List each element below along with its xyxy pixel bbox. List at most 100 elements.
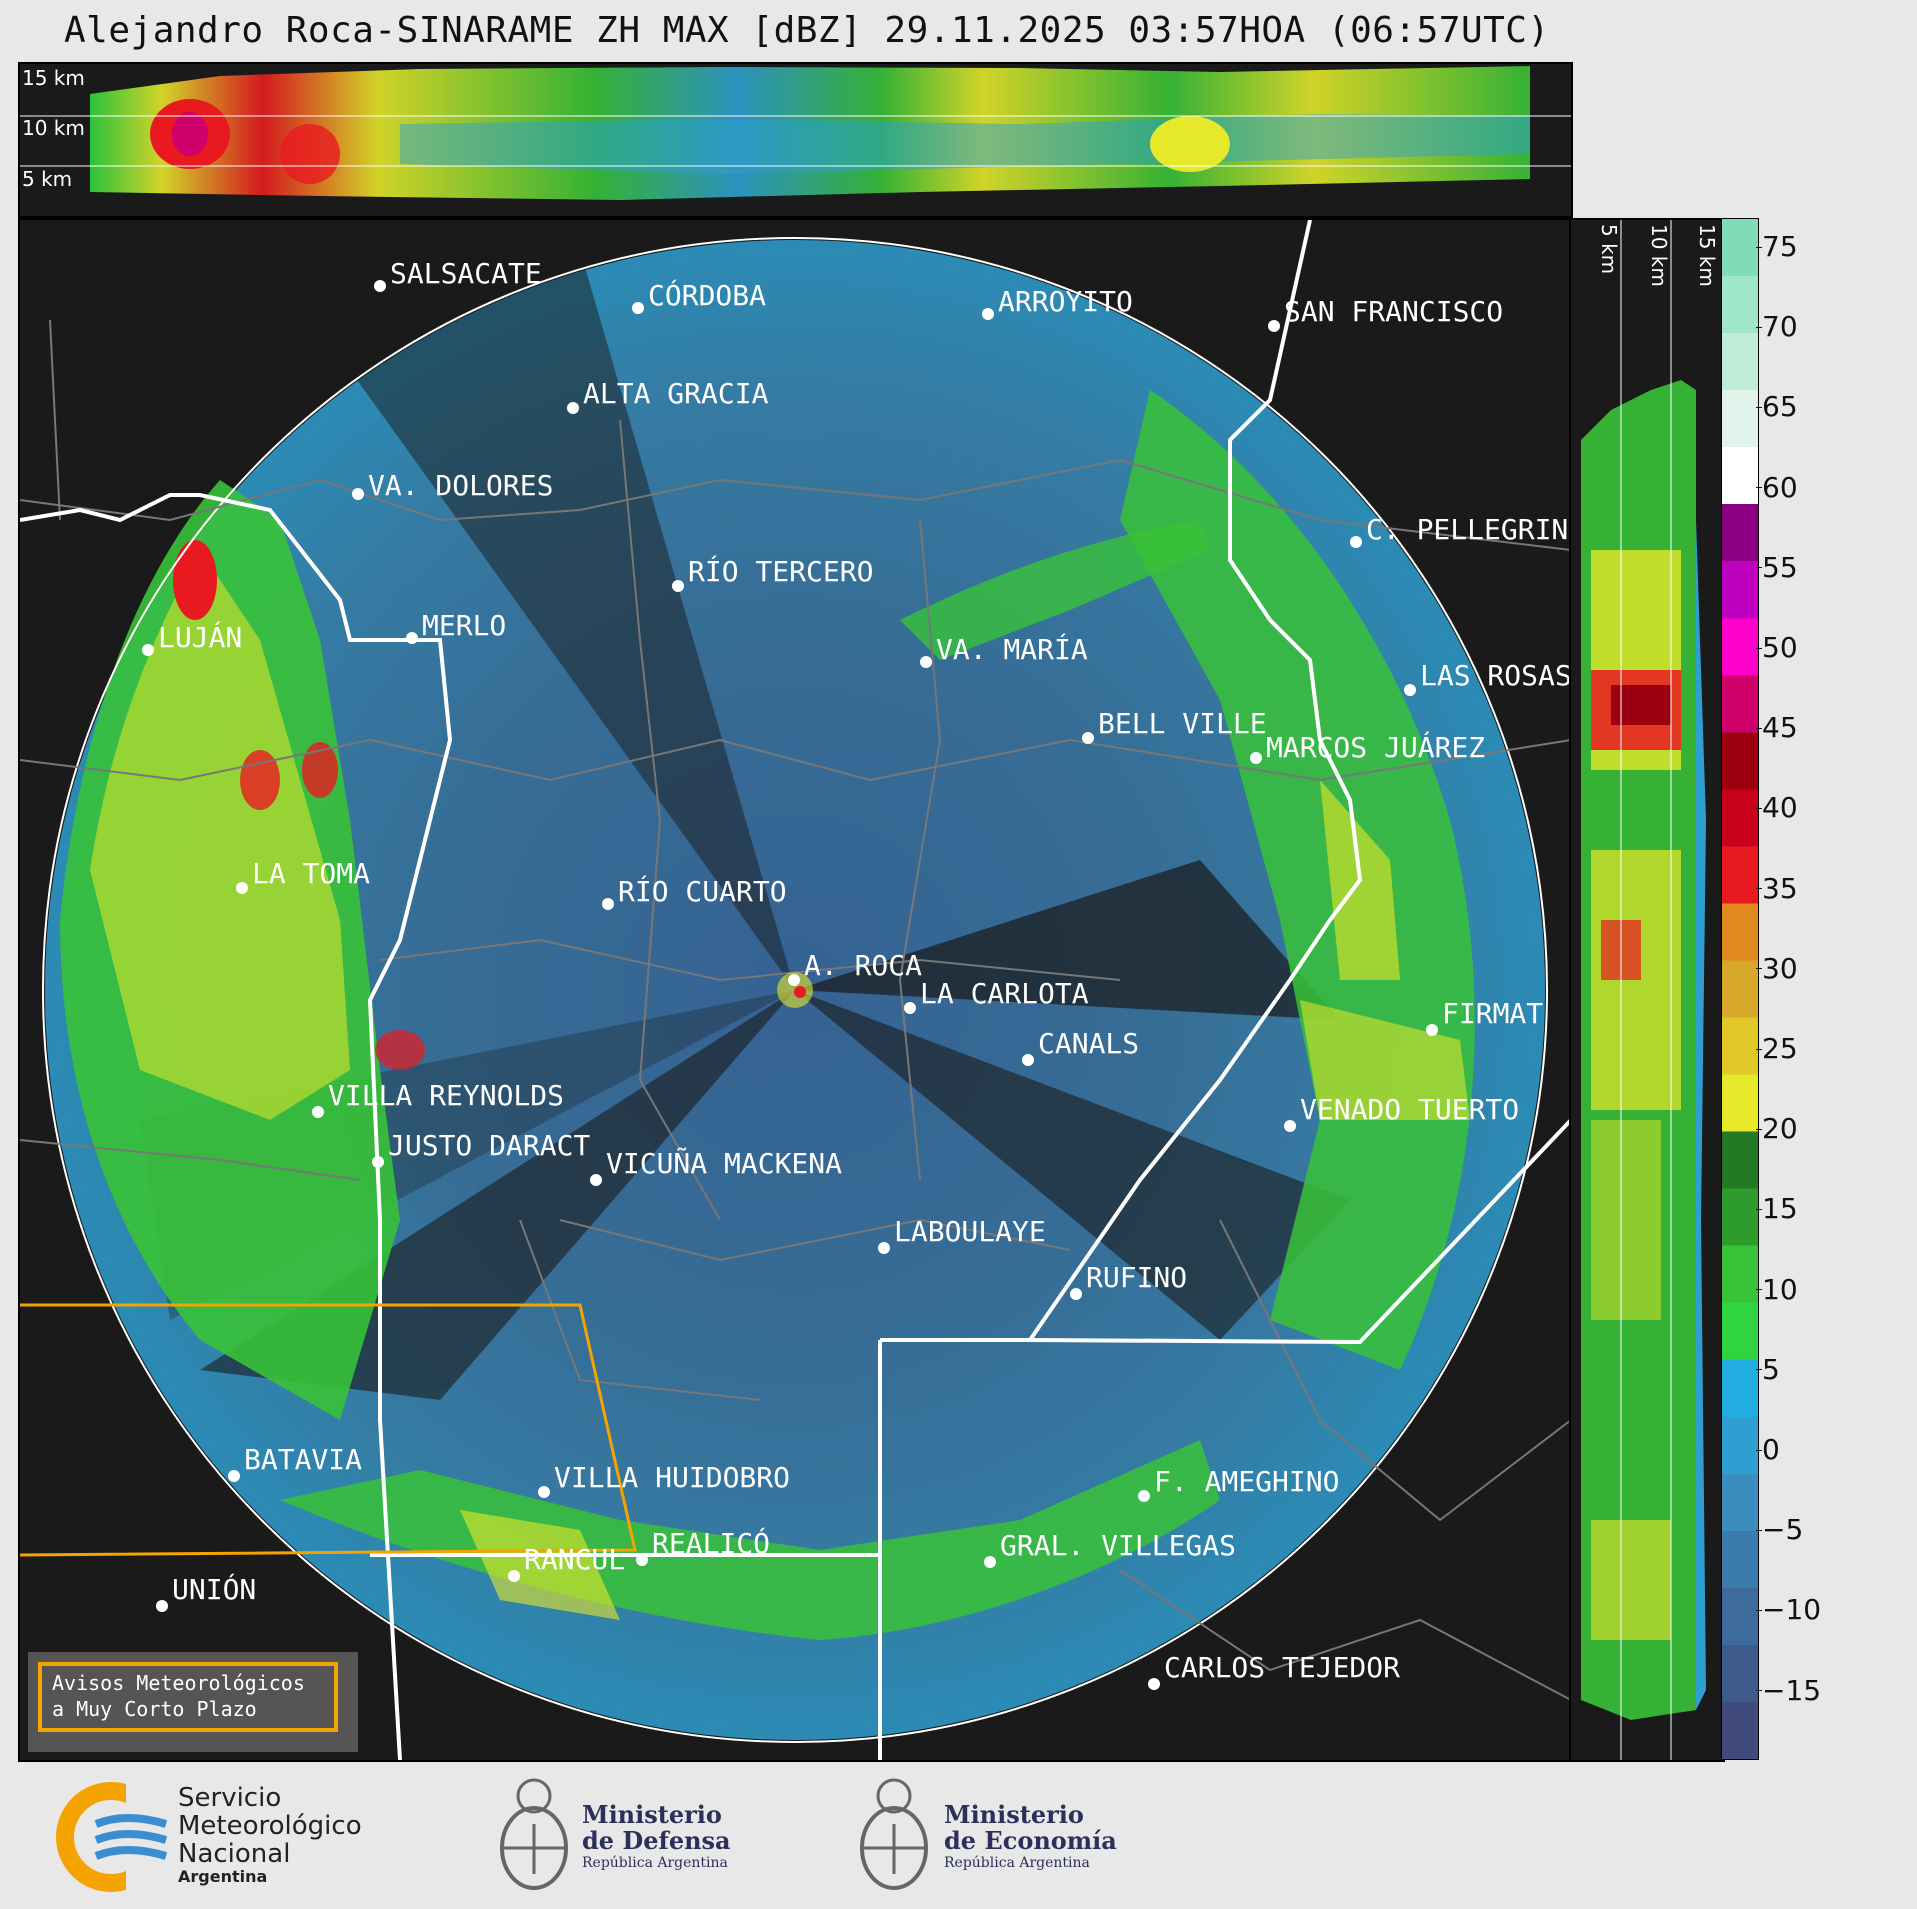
smn-line3: Nacional [178,1839,291,1869]
city-label: LA TOMA [236,860,370,894]
footer-logos: Servicio Meteorológico Nacional Argentin… [0,1762,1917,1909]
smn-line4: Argentina [178,1867,268,1886]
city-marker-icon [156,1600,168,1612]
city-marker-icon [1404,684,1416,696]
defensa-line2: de Defensa [582,1826,731,1855]
city-label: VA. MARÍA [920,636,1088,668]
colorbar-tick-label: 0 [1756,1433,1780,1466]
city-marker-icon [1070,1288,1082,1300]
city-label: MARCOS JUÁREZ [1250,734,1485,764]
city-marker-icon [236,882,248,894]
city-marker-icon [1148,1678,1160,1690]
top-cross-section-panel: 15 km 10 km 5 km [18,62,1573,218]
city-marker-icon [372,1156,384,1168]
side-altitude-label-5km: 5 km [1597,224,1621,275]
city-marker-icon [538,1486,550,1498]
economia-logo-text: Ministerio de Economía República Argenti… [944,1802,1117,1872]
city-label: LABOULAYE [878,1218,1046,1254]
colorbar-tick-label: −15 [1755,1673,1822,1707]
colorbar-tick-label: 30 [1756,951,1798,985]
side-cross-section-panel: 5 km 10 km 15 km [1569,218,1725,1762]
city-label: F. AMEGHINO [1138,1468,1339,1502]
city-label: JUSTO DARACT [372,1132,590,1168]
city-marker-icon [984,1556,996,1568]
city-marker-icon [920,656,932,668]
city-marker-icon [1284,1120,1296,1132]
warning-legend-box: Avisos Meteorológicos a Muy Corto Plazo [28,1652,358,1752]
city-marker-icon [352,488,364,500]
city-label: GRAL. VILLEGAS [984,1532,1236,1568]
city-marker-icon [142,644,154,656]
city-label: MERLO [406,612,506,644]
radar-map-graphic [20,220,1571,1760]
colorbar-tick-label: −5 [1755,1513,1804,1547]
city-label: ALTA GRACIA [567,380,768,414]
city-label: VICUÑA MACKENA [590,1150,842,1186]
economia-line3: República Argentina [944,1855,1090,1871]
city-marker-icon [1426,1024,1438,1036]
city-marker-icon [672,580,684,592]
colorbar-tick-label: 5 [1756,1352,1780,1386]
city-label: VILLA REYNOLDS [312,1082,564,1118]
side-altitude-label-10km: 10 km [1647,224,1671,287]
argentina-coat-of-arms-icon [500,1778,568,1890]
city-label: C. PELLEGRINI [1350,516,1571,548]
city-marker-icon [904,1002,916,1014]
colorbar-tick-label: 65 [1756,390,1798,424]
smn-logo-text: Servicio Meteorológico Nacional Argentin… [178,1784,362,1886]
city-label: RANCUL [508,1546,625,1582]
city-label: CARLOS TEJEDOR [1148,1654,1400,1690]
colorbar-tick-label: 25 [1756,1032,1798,1065]
warning-legend-line2: a Muy Corto Plazo [52,1697,257,1721]
city-marker-icon [508,1570,520,1582]
city-marker-icon [1022,1054,1034,1066]
city-marker-icon [374,280,386,292]
city-marker-icon [406,632,418,644]
city-label: RÍO CUARTO [602,878,787,910]
city-label: CANALS [1022,1030,1139,1066]
city-label: SALSACATE [374,260,542,292]
economia-line1: Ministerio [944,1800,1084,1829]
warning-legend-line1: Avisos Meteorológicos [52,1671,305,1695]
altitude-label-15km: 15 km [22,66,85,90]
city-label: LAS ROSAS [1404,662,1571,696]
map-title: Alejandro Roca-SINARAME ZH MAX [dBZ] 29.… [64,10,1550,51]
city-label: VILLA HUIDOBRO [538,1464,790,1498]
city-marker-icon [982,308,994,320]
city-marker-icon [1350,536,1362,548]
city-marker-icon [228,1470,240,1482]
colorbar-tick-label: 35 [1756,871,1798,905]
city-marker-icon [567,402,579,414]
colorbar-tick-label: 45 [1756,711,1798,745]
top-cross-section-graphic [20,66,1571,200]
side-altitude-label-15km: 15 km [1695,224,1719,287]
city-marker-icon [590,1174,602,1186]
city-label: LUJÁN [142,624,242,656]
city-marker-icon [1268,320,1280,332]
defensa-logo-text: Ministerio de Defensa República Argentin… [582,1802,731,1872]
colorbar-tick-label: 10 [1756,1272,1798,1306]
city-label: VA. DOLORES [352,472,553,500]
side-cross-section-graphic [1581,220,1706,1760]
city-label: CÓRDOBA [632,282,766,314]
city-marker-icon [632,302,644,314]
city-label: VENADO TUERTO [1284,1096,1519,1132]
colorbar-tick-label: 60 [1756,470,1798,504]
city-label: FIRMAT [1426,1000,1543,1036]
city-label: REALICÓ [636,1530,770,1566]
colorbar-tick-label: 55 [1756,550,1798,584]
radar-map: SALSACATE CÓRDOBA ARROYITO SAN FRANCISCO… [18,218,1573,1762]
city-label: BELL VILLE [1082,710,1267,744]
city-marker-icon [878,1242,890,1254]
city-marker-icon [1138,1490,1150,1502]
city-label: UNIÓN [156,1576,256,1612]
city-label: A. ROCA [788,952,922,986]
defensa-line3: República Argentina [582,1855,728,1871]
colorbar-tick-label: 75 [1756,230,1798,263]
city-label: RÍO TERCERO [672,558,873,592]
altitude-label-5km: 5 km [22,167,73,191]
city-label: SAN FRANCISCO [1268,298,1503,332]
colorbar-tick-label: 15 [1756,1192,1798,1226]
city-marker-icon [312,1106,324,1118]
altitude-label-10km: 10 km [22,116,85,140]
